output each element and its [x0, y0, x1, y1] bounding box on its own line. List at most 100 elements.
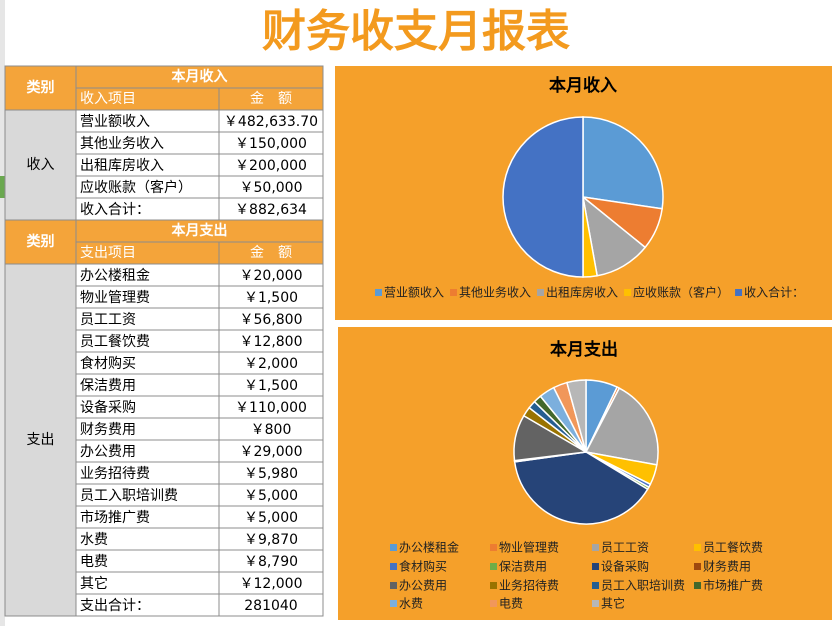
item-label: 营业额收入	[80, 114, 150, 130]
amount-label: ￥8,790	[244, 554, 298, 570]
legend-label: 收入合计：	[744, 285, 804, 300]
item-label: 设备采购	[80, 399, 136, 416]
category-label: 收入	[27, 157, 55, 173]
item-label: 员工餐饮费	[80, 334, 150, 350]
amount-label: ￥2,000	[244, 356, 298, 372]
amount-label: ￥800	[251, 422, 292, 438]
amount-header: 金 额	[250, 245, 292, 261]
pie-slice	[582, 116, 664, 210]
legend-label: 其他业务收入	[459, 285, 531, 300]
legend-swatch	[592, 544, 599, 551]
legend-swatch	[375, 289, 382, 296]
item-label: 支出合计：	[80, 598, 150, 614]
legend-swatch	[390, 563, 397, 570]
legend-label: 食材购买	[399, 559, 447, 574]
legend-label: 物业管理费	[499, 540, 559, 555]
item-label: 水费	[80, 532, 108, 548]
amount-label: ￥882,634	[235, 202, 307, 218]
item-label: 物业管理费	[80, 290, 150, 306]
legend-swatch	[390, 582, 397, 589]
row-header-strip	[0, 0, 5, 626]
legend-label: 办公楼租金	[399, 540, 459, 555]
item-label: 应收账款（客户）	[80, 179, 192, 196]
page-title: 财务收支月报表	[262, 6, 570, 57]
amount-label: ￥5,000	[244, 488, 298, 504]
amount-label: ￥5,000	[244, 510, 298, 526]
chart-title: 本月支出	[550, 339, 618, 360]
item-label: 出租库房收入	[80, 158, 164, 174]
amount-label: ￥12,000	[240, 576, 303, 592]
legend-swatch	[490, 600, 497, 607]
legend-swatch	[450, 289, 458, 296]
legend-label: 水费	[399, 597, 423, 611]
legend-label: 员工餐饮费	[703, 540, 763, 555]
legend-label: 保洁费用	[499, 560, 547, 574]
legend-label: 员工工资	[601, 541, 649, 555]
legend-swatch	[490, 582, 497, 589]
item-label: 办公费用	[80, 444, 136, 460]
category-header: 类别	[27, 79, 55, 96]
legend-swatch	[592, 600, 599, 607]
amount-label: ￥200,000	[235, 158, 307, 174]
section-header: 本月收入	[172, 68, 228, 85]
legend-label: 营业额收入	[384, 286, 444, 300]
category-cell	[4, 109, 77, 221]
legend-label: 应收账款（客户）	[633, 285, 729, 300]
amount-label: ￥1,500	[244, 378, 298, 394]
legend-swatch	[624, 289, 632, 296]
legend-swatch	[537, 289, 545, 296]
item-label: 办公楼租金	[80, 268, 150, 284]
item-header: 收入项目	[80, 91, 136, 107]
legend-swatch	[390, 544, 397, 551]
item-label: 市场推广费	[80, 509, 150, 526]
item-header: 支出项目	[80, 245, 136, 261]
legend-swatch	[490, 544, 497, 551]
legend-swatch	[490, 563, 497, 570]
legend-label: 出租库房收入	[546, 285, 618, 300]
legend-swatch	[694, 563, 701, 570]
pie-slice	[565, 379, 587, 453]
table-cell	[218, 593, 324, 617]
legend-label: 其它	[601, 596, 625, 611]
legend-swatch	[694, 582, 701, 589]
item-label: 其它	[80, 575, 108, 592]
amount-label: ￥1,500	[244, 290, 298, 306]
legend-swatch	[694, 544, 701, 551]
amount-label: ￥56,800	[240, 312, 303, 328]
pie-slice	[584, 387, 659, 466]
legend-swatch	[390, 600, 397, 607]
category-header: 类别	[27, 233, 55, 250]
legend-swatch	[735, 289, 743, 296]
chart-title: 本月收入	[549, 75, 617, 96]
section-header: 本月支出	[172, 222, 228, 239]
category-label: 支出	[27, 432, 55, 448]
legend-swatch	[592, 563, 599, 570]
legend-label: 设备采购	[601, 559, 649, 574]
pie-slice	[502, 116, 584, 278]
row-marker	[0, 176, 5, 198]
item-label: 电费	[80, 554, 108, 570]
category-cell	[4, 263, 77, 617]
item-label: 收入合计：	[80, 202, 150, 218]
item-label: 业务招待费	[80, 466, 150, 482]
amount-label: ￥12,800	[240, 334, 303, 350]
legend-label: 员工入职培训费	[601, 578, 685, 593]
amount-label: ￥20,000	[240, 268, 303, 284]
legend-label: 业务招待费	[499, 578, 559, 593]
amount-label: ￥5,980	[244, 466, 298, 482]
legend-label: 电费	[499, 597, 523, 611]
amount-label: ￥110,000	[235, 400, 307, 416]
pie-slice	[513, 451, 649, 525]
legend-label: 财务费用	[703, 559, 751, 574]
amount-label: ￥29,000	[240, 444, 303, 460]
legend-label: 市场推广费	[703, 578, 763, 593]
legend-label: 办公费用	[399, 578, 447, 593]
item-label: 食材购买	[80, 355, 136, 372]
item-label: 保洁费用	[80, 378, 136, 394]
item-label: 财务费用	[80, 422, 136, 438]
amount-label: ￥482,633.70	[224, 114, 318, 130]
item-label: 员工入职培训费	[80, 488, 178, 504]
legend-swatch	[592, 582, 599, 589]
